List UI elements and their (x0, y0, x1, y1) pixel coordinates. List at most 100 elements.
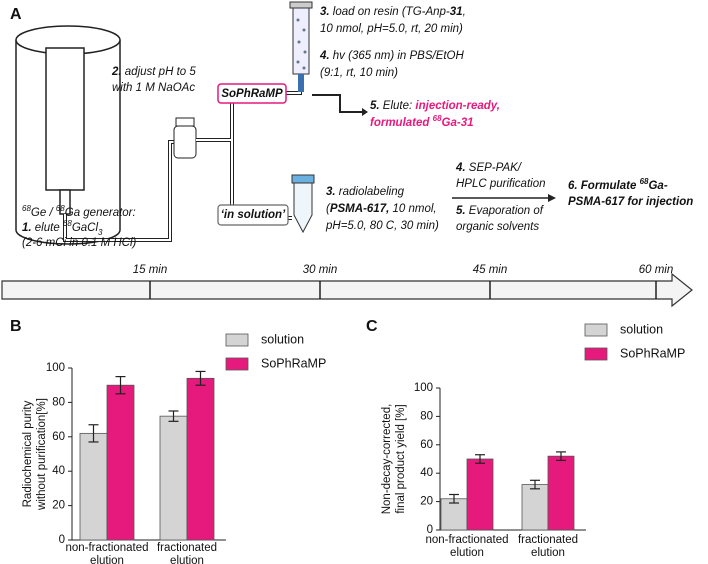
text-segment: ( (326, 203, 331, 215)
text-segment: PSMA-617, (330, 203, 389, 215)
y-tick-label: 80 (52, 396, 65, 408)
y-axis-label-line: Radiochemical purity (22, 400, 34, 507)
error-bar (168, 410, 179, 422)
text-segment: 68 (640, 177, 649, 186)
tubing-inner (196, 75, 301, 219)
text-segment: , (463, 6, 466, 18)
text-segment: 5. (370, 100, 380, 112)
text-segment: SEP-PAK/ (466, 162, 523, 174)
error-bar (530, 479, 540, 490)
bar (466, 458, 494, 531)
text-segment: 4. (455, 162, 466, 174)
text-segment: pH=5.0, 80 C, 30 min) (325, 220, 439, 232)
text-segment: 6. Formulate (568, 180, 640, 192)
text-line: with 1 M NaOAc (112, 82, 195, 94)
text-segment: Ga- (648, 180, 667, 192)
arrowhead (548, 194, 556, 202)
timeline-label: 45 min (473, 264, 508, 276)
y-axis-label-line: without purification[%] (36, 398, 48, 511)
x-tick-label-line: elution (90, 555, 124, 564)
text-line: PSMA-617 for injection (568, 196, 693, 208)
text-segment: 68 (63, 219, 72, 228)
bar (106, 384, 135, 541)
y-tick-label: 80 (420, 410, 433, 422)
bar (186, 377, 215, 541)
bar (159, 415, 188, 541)
legend-label: SoPhRaMP (261, 356, 326, 370)
panel-label: B (10, 318, 22, 335)
x-tick-label-line: elution (170, 555, 204, 564)
text-segment: Ga generator: (65, 207, 136, 219)
text-segment: 3. (320, 6, 330, 18)
text-segment: injection-ready, (415, 100, 500, 112)
x-tick-label-line: non-fractionated (425, 534, 508, 546)
text-segment: with 1 M NaOAc (112, 82, 195, 94)
legend-label: solution (261, 332, 304, 346)
bar (547, 455, 575, 531)
x-tick-label: non-fractionated elution (425, 534, 508, 559)
text-segment: hv (365 nm) in PBS/EtOH (330, 50, 465, 62)
bar (79, 432, 108, 541)
text-line: 4. SEP-PAK/ (455, 162, 523, 174)
y-tick-label: 100 (46, 362, 65, 374)
text-segment: (9:1, rt, 10 min) (320, 67, 398, 79)
error-bar (195, 370, 206, 386)
text-segment: organic solvents (456, 221, 539, 233)
tube-lower (291, 174, 315, 234)
text-segment: elute (32, 222, 63, 234)
x-tick-label-line: fractionated (518, 534, 578, 546)
y-tick-label: 20 (420, 496, 433, 508)
text-segment: 68 (433, 114, 442, 123)
text-line: 5. Elute: injection-ready, (370, 100, 500, 112)
legend-swatch (584, 323, 608, 337)
arrow (312, 94, 362, 113)
y-tick-label: 100 (414, 382, 433, 394)
text-segment: 3. (326, 186, 336, 198)
text-segment: Ge / (31, 207, 56, 219)
x-tick-label: non-fractionated elution (65, 542, 148, 564)
text-line: HPLC purification (456, 178, 545, 190)
text-segment: 68 (56, 204, 65, 213)
text-segment: formulated (370, 117, 433, 129)
text-line: organic solvents (456, 221, 539, 233)
x-tick-label-line: fractionated (157, 542, 217, 554)
text-segment: 2. (111, 66, 122, 78)
text-segment: 4. (319, 50, 330, 62)
panel-label: A (10, 6, 22, 23)
y-tick-label: 40 (420, 467, 433, 479)
panel-label: C (366, 318, 378, 335)
x-tick-label-line: elution (450, 547, 484, 559)
x-tick-label: fractionated elution (518, 534, 578, 559)
text-line: (9:1, rt, 10 min) (320, 67, 398, 79)
y-axis-label-line: final product yield [%] (395, 404, 407, 513)
error-bar (88, 424, 99, 443)
text-line: 3. radiolabeling (326, 186, 405, 198)
x-tick-label-line: elution (531, 547, 565, 559)
timeline-arrow (1, 272, 693, 308)
text-line: 5. Evaporation of (456, 205, 545, 217)
text-line: pH=5.0, 80 C, 30 min) (325, 220, 439, 232)
text-segment: 3 (98, 228, 103, 237)
y-tick-label: 60 (52, 431, 65, 443)
legend-swatch (225, 333, 249, 347)
text-line: (PSMA-617, 10 nmol, (326, 203, 437, 215)
legend-label: SoPhRaMP (620, 346, 685, 360)
in-solution-label: ‘in solution’ (221, 209, 286, 221)
text-line: 68Ge / 68Ga generator: (22, 204, 136, 219)
arrowhead (362, 108, 368, 116)
timeline-label: 15 min (133, 264, 168, 276)
tubing-inner (64, 141, 180, 241)
vial (173, 117, 197, 159)
y-tick-label: 0 (427, 524, 433, 536)
text-segment: Elute: (380, 100, 416, 112)
text-line: formulated 68Ga-31 (370, 114, 474, 129)
y-tick-label: 60 (420, 439, 433, 451)
error-bar (556, 451, 566, 462)
syringe (289, 1, 313, 92)
legend-label: solution (620, 322, 663, 336)
y-tick-label: 0 (59, 534, 65, 546)
text-line: 4. hv (365 nm) in PBS/EtOH (319, 50, 465, 62)
text-segment: 10 nmol, (389, 203, 436, 215)
error-bar (449, 493, 459, 504)
legend-swatch (225, 357, 249, 371)
